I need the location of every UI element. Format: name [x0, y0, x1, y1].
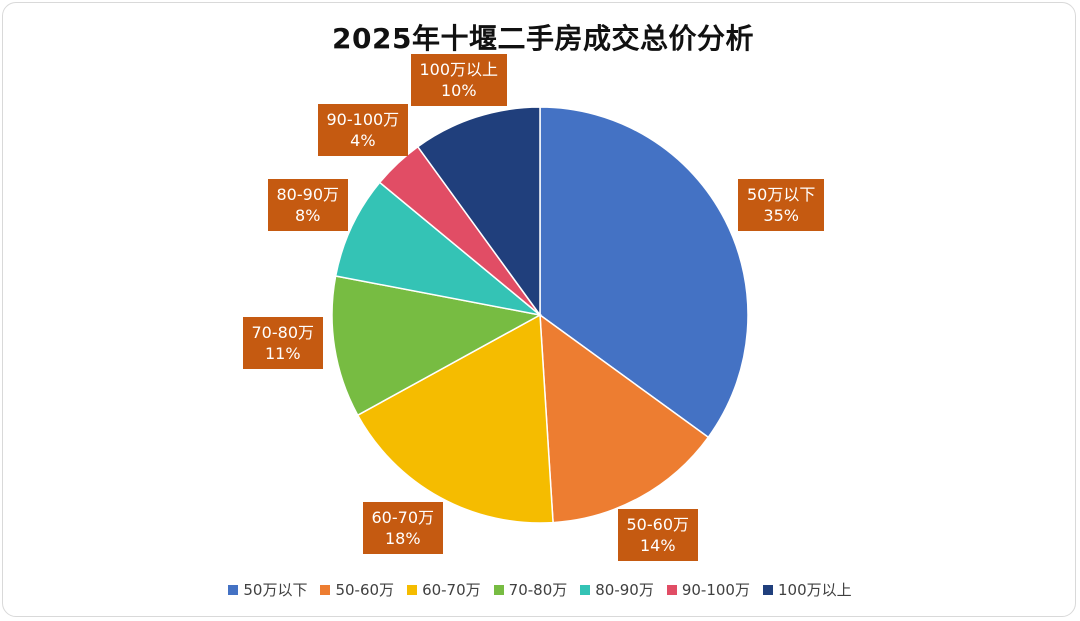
legend-swatch — [666, 584, 677, 595]
legend-swatch — [407, 584, 418, 595]
legend-label: 90-100万 — [681, 581, 750, 599]
data-label-value: 10% — [440, 81, 477, 100]
legend-item: 50-60万 — [320, 579, 394, 600]
legend-swatch — [762, 584, 773, 595]
data-label-category: 50-60万 — [626, 515, 690, 534]
pie-slice-3 — [356, 313, 554, 524]
data-label-2: 50-60万 14% — [617, 509, 698, 561]
legend-item: 90-100万 — [666, 579, 750, 600]
pie-slice-7 — [416, 106, 541, 318]
legend-swatch — [580, 584, 591, 595]
data-label-value: 11% — [264, 344, 301, 363]
data-label-value: 4% — [350, 131, 376, 150]
pie-slice-5 — [334, 181, 541, 316]
legend-item: 60-70万 — [407, 579, 481, 600]
pie-slice-2 — [539, 313, 710, 524]
data-label-category: 50万以下 — [747, 185, 816, 204]
legend-label: 80-90万 — [595, 581, 654, 599]
legend-swatch — [320, 584, 331, 595]
data-label-6: 90-100万 4% — [317, 104, 409, 156]
legend-item: 70-80万 — [493, 579, 568, 600]
data-label-category: 70-80万 — [251, 323, 315, 342]
legend-item: 50万以下 — [228, 579, 307, 600]
data-label-category: 90-100万 — [326, 110, 400, 129]
chart-legend: 50万以下 50-60万 60-70万 70-80万 80-90万 90-100万 100万… — [0, 579, 1080, 600]
data-label-value: 8% — [295, 206, 321, 225]
data-label-5: 80-90万 8% — [267, 179, 348, 231]
data-label-4: 70-80万 11% — [242, 317, 323, 369]
legend-item: 80-90万 — [580, 579, 654, 600]
chart-title: 2025年十堰二手房成交总价分析 — [332, 22, 754, 55]
legend-swatch — [493, 584, 504, 595]
legend-swatch — [228, 584, 239, 595]
data-label-category: 60-70万 — [371, 508, 435, 527]
pie-slice-1 — [539, 106, 749, 439]
legend-item: 100万以上 — [762, 579, 852, 600]
data-label-7: 100万以上 10% — [410, 54, 508, 106]
data-label-value: 35% — [763, 206, 799, 225]
data-label-category: 80-90万 — [276, 185, 340, 204]
data-label-3: 60-70万 18% — [362, 502, 443, 554]
data-label-1: 50万以下 35% — [738, 179, 825, 231]
data-label-value: 14% — [639, 536, 676, 555]
legend-label: 50万以下 — [243, 581, 308, 599]
data-label-category: 100万以上 — [419, 60, 499, 79]
legend-label: 70-80万 — [508, 581, 568, 599]
legend-label: 50-60万 — [335, 581, 395, 599]
legend-label: 100万以上 — [777, 581, 852, 599]
legend-label: 60-70万 — [422, 581, 481, 599]
data-label-value: 18% — [384, 529, 421, 548]
pie-slice-4 — [331, 275, 543, 417]
